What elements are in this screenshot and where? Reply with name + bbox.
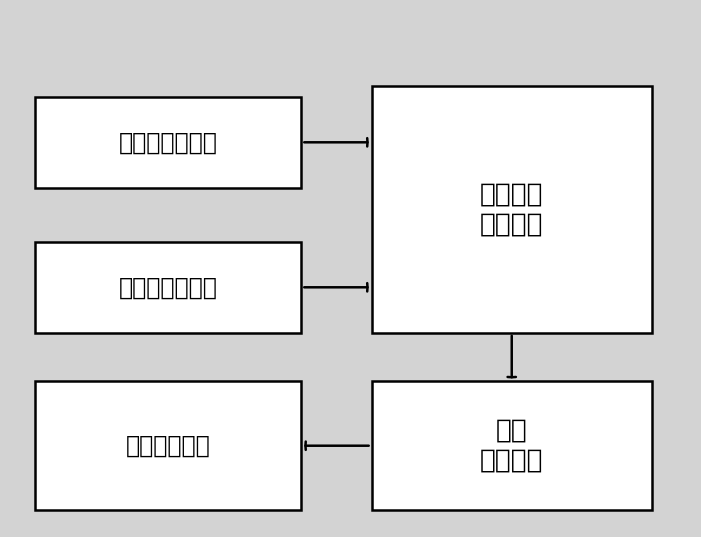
FancyBboxPatch shape: [372, 86, 652, 333]
FancyBboxPatch shape: [35, 97, 301, 188]
FancyBboxPatch shape: [372, 381, 652, 510]
FancyBboxPatch shape: [35, 381, 301, 510]
Text: 相对误差延时表: 相对误差延时表: [118, 275, 218, 299]
Text: 延时误差
计算模块: 延时误差 计算模块: [480, 182, 543, 237]
FancyBboxPatch shape: [35, 242, 301, 333]
Text: 延时
计算模块: 延时 计算模块: [480, 418, 543, 474]
Text: 初始延时误差表: 初始延时误差表: [118, 130, 218, 154]
Text: 延时控制模块: 延时控制模块: [126, 434, 210, 458]
